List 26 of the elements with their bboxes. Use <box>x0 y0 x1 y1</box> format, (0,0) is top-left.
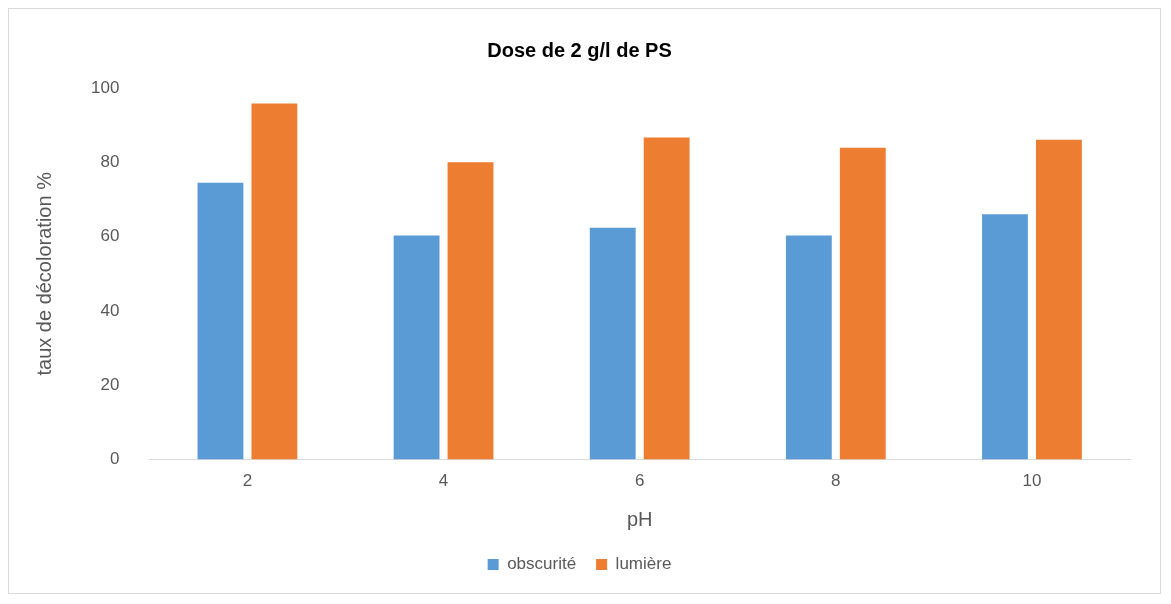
x-tick-label: 2 <box>242 471 253 491</box>
x-tick-label: 4 <box>438 471 449 491</box>
legend-label: obscurité <box>507 554 577 574</box>
y-axis-title: taux de décoloration % <box>32 171 55 376</box>
bar <box>393 235 440 460</box>
y-tick-label: 80 <box>100 152 120 172</box>
bar <box>447 162 494 460</box>
x-tick-label: 8 <box>831 471 841 491</box>
bar <box>839 147 886 460</box>
y-tick-label: 20 <box>100 374 120 394</box>
bar <box>643 137 690 460</box>
y-tick-label: 0 <box>109 449 120 469</box>
x-tick-label: 6 <box>634 471 645 491</box>
x-axis-title: pH <box>626 507 653 530</box>
legend-label: lumière <box>615 554 672 574</box>
bar <box>785 235 832 460</box>
bar <box>1035 139 1082 460</box>
bar <box>589 227 636 460</box>
y-tick-label: 60 <box>100 226 120 246</box>
y-tick-label: 40 <box>100 300 120 320</box>
bar <box>982 214 1028 460</box>
bar <box>197 182 244 460</box>
bar <box>251 103 298 460</box>
y-tick-label: 100 <box>90 77 120 97</box>
x-tick-label: 10 <box>1022 471 1042 491</box>
chart-title: Dose de 2 g/l de PS <box>487 38 672 61</box>
